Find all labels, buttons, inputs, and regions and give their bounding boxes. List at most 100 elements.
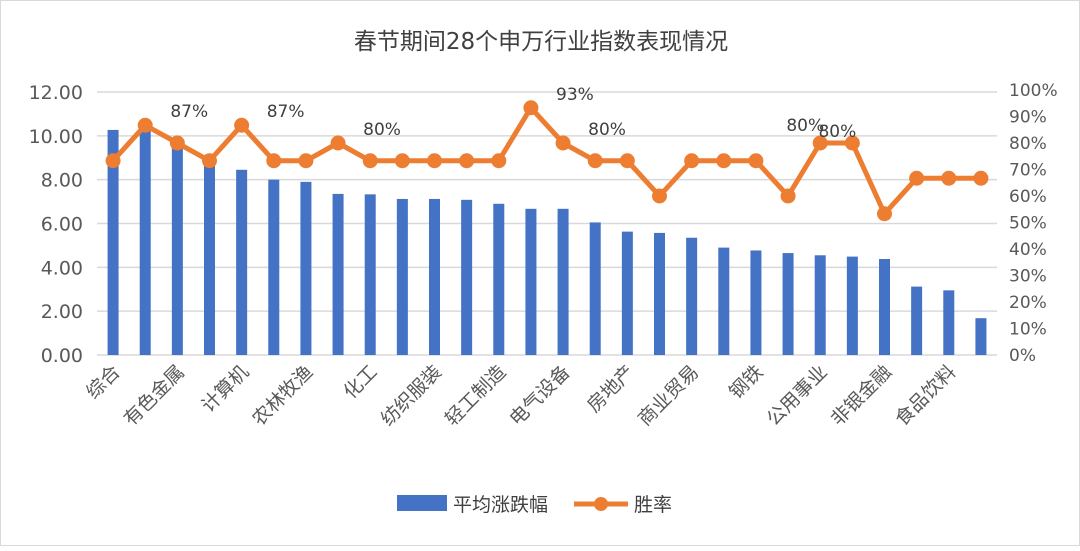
win-rate-point (941, 170, 957, 186)
win-rate-point (234, 117, 250, 133)
legend: 平均涨跌幅 胜率 (397, 494, 672, 516)
bar (396, 198, 408, 355)
bar (589, 222, 601, 355)
right-tick-label: 0% (1009, 346, 1036, 366)
right-tick-label: 60% (1009, 187, 1047, 207)
win-rate-point (523, 100, 539, 116)
category-label: 轻工制造 (441, 361, 510, 430)
bar (429, 198, 440, 355)
data-label: 80% (588, 120, 626, 140)
win-rate-point (780, 188, 796, 204)
right-tick-label: 50% (1009, 214, 1047, 234)
bar (236, 169, 248, 355)
chart-title: 春节期间28个申万行业指数表现情况 (354, 29, 728, 55)
bar (171, 144, 183, 355)
data-label: 80% (818, 122, 856, 142)
category-label: 有色金属 (120, 361, 189, 430)
win-rate-point (877, 206, 892, 222)
category-label: 钢铁 (725, 361, 767, 403)
left-tick-label: 4.00 (41, 257, 83, 279)
data-label: 87% (267, 102, 305, 122)
left-tick-label: 8.00 (41, 170, 83, 192)
win-rate-point (619, 153, 635, 169)
bar (268, 179, 280, 355)
category-label: 化工 (339, 361, 381, 403)
bar (879, 259, 890, 355)
category-label: 商业贸易 (634, 361, 703, 430)
category-label: 房地产 (583, 361, 639, 417)
bar (493, 203, 505, 355)
win-rate-point (459, 153, 475, 169)
bar (911, 286, 923, 355)
bar (975, 318, 987, 355)
bar (461, 199, 473, 355)
right-tick-label: 20% (1009, 293, 1047, 313)
win-rate-point (137, 117, 153, 133)
bar (557, 208, 569, 355)
bar (782, 253, 794, 355)
category-label: 计算机 (197, 361, 253, 417)
bar (814, 255, 826, 355)
category-label: 食品饮料 (891, 361, 960, 430)
bar (332, 193, 344, 355)
bar (621, 231, 633, 355)
win-rate-point (652, 188, 667, 204)
left-tick-label: 10.00 (29, 126, 83, 148)
data-label: 80% (786, 116, 824, 136)
bar (364, 194, 376, 355)
win-rate-point (362, 153, 378, 169)
bar (686, 237, 698, 355)
win-rate-point (748, 153, 764, 169)
category-label: 纺织服装 (377, 361, 446, 430)
win-rate-point (909, 170, 925, 186)
category-label: 综合 (82, 361, 124, 403)
left-tick-label: 12.00 (29, 82, 83, 104)
right-tick-label: 100% (1009, 81, 1058, 101)
left-tick-label: 6.00 (41, 214, 83, 236)
win-rate-point (844, 135, 860, 151)
win-rate-point (394, 153, 410, 169)
right-tick-label: 40% (1009, 240, 1047, 260)
win-rate-point (105, 153, 121, 169)
bar (300, 181, 312, 355)
right-tick-label: 90% (1009, 108, 1047, 128)
data-label: 80% (363, 120, 401, 140)
legend-line-label: 胜率 (634, 494, 672, 516)
win-rate-point (266, 153, 282, 169)
left-tick-label: 2.00 (41, 301, 83, 323)
data-label: 93% (556, 85, 594, 105)
win-rate-line (111, 105, 981, 217)
data-label: 87% (170, 102, 208, 122)
win-rate-point (973, 170, 989, 186)
right-tick-label: 70% (1009, 161, 1047, 181)
win-rate-point (491, 153, 507, 169)
win-rate-point (330, 135, 346, 151)
win-rate-point (684, 153, 700, 169)
win-rate-point (587, 153, 603, 169)
category-label: 农林牧渔 (248, 361, 317, 430)
category-label: 非银金融 (827, 361, 896, 430)
bar (718, 247, 730, 355)
category-label: 电气设备 (505, 361, 574, 430)
right-tick-label: 10% (1009, 320, 1047, 340)
bar (654, 232, 665, 355)
category-label: 公用事业 (762, 361, 831, 430)
bar (846, 256, 858, 355)
win-rate-point (202, 153, 217, 169)
win-rate-point (298, 153, 314, 169)
win-rate-point (427, 153, 442, 169)
bar (204, 159, 215, 355)
right-tick-label: 30% (1009, 267, 1047, 287)
legend-bar-label: 平均涨跌幅 (453, 494, 548, 516)
win-rate-point (716, 153, 732, 169)
legend-line-marker (594, 497, 608, 511)
left-tick-label: 0.00 (41, 345, 83, 367)
bar (943, 290, 955, 355)
win-rate-point (169, 135, 185, 151)
bar (525, 208, 537, 355)
win-rate-point (555, 135, 571, 151)
bar (107, 129, 119, 355)
bar (139, 127, 151, 355)
